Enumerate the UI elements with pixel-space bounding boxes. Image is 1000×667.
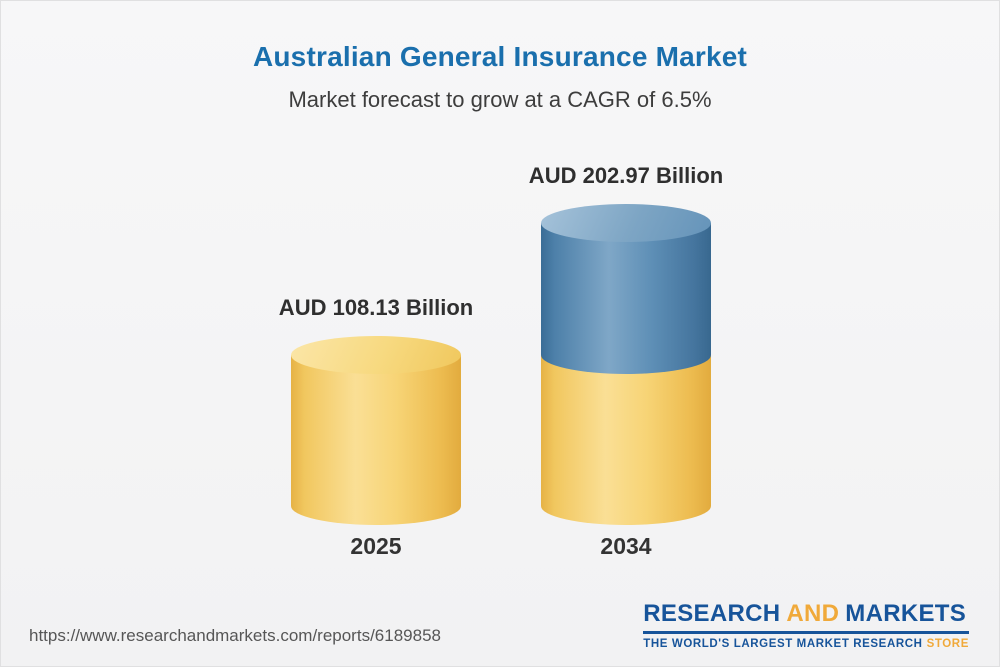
cylinder-segment [541, 204, 711, 375]
logo-wordmark: RESEARCH AND MARKETS [643, 600, 969, 628]
cylinder-top-cap [541, 204, 711, 242]
logo-tagline-main: THE WORLD'S LARGEST MARKET RESEARCH [643, 638, 923, 650]
cylinder-chart: AUD 108.13 Billion AUD 202.97 Billion 20… [1, 141, 999, 571]
logo-word-and: AND [786, 600, 840, 627]
logo-divider-rule [643, 631, 969, 634]
research-and-markets-logo: RESEARCH AND MARKETS THE WORLD'S LARGEST M… [643, 600, 969, 650]
page-subtitle: Market forecast to grow at a CAGR of 6.5… [288, 87, 712, 112]
category-label-2034: 2034 [600, 533, 652, 559]
logo-tagline: THE WORLD'S LARGEST MARKET RESEARCH STORE [643, 638, 969, 650]
report-url: https://www.researchandmarkets.com/repor… [29, 626, 441, 645]
page-title: Australian General Insurance Market [252, 41, 748, 72]
cylinder-top-cap [291, 336, 461, 375]
category-label-2025: 2025 [350, 533, 402, 559]
value-label-2025: AUD 108.13 Billion [278, 295, 474, 321]
cylinder-segment [291, 336, 461, 525]
cylinder-segment [541, 355, 711, 525]
logo-tagline-store: STORE [926, 638, 969, 650]
logo-word-research: RESEARCH [643, 600, 781, 627]
bar-2034: AUD 202.97 Billion [529, 163, 723, 525]
logo-word-markets: MARKETS [845, 600, 967, 627]
bar-2025: AUD 108.13 Billion [279, 295, 473, 525]
value-label-2034: AUD 202.97 Billion [528, 163, 724, 188]
